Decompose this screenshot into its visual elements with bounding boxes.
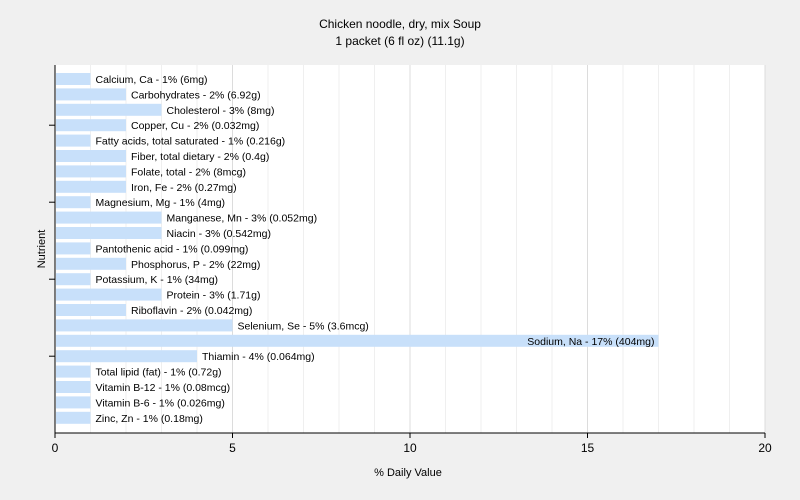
bar [56, 257, 126, 270]
bar [56, 304, 126, 316]
bar-label: Pantothenic acid - 1% (0.099mg) [96, 243, 249, 255]
bar [56, 319, 233, 332]
bar [56, 134, 91, 147]
bar [56, 180, 126, 193]
bar-label: Riboflavin - 2% (0.042mg) [131, 305, 252, 317]
bar-label: Cholesterol - 3% (8mg) [167, 105, 275, 117]
x-tick-label: 0 [52, 441, 59, 455]
bar-label: Phosphorus, P - 2% (22mg) [131, 259, 260, 271]
y-axis-title: Nutrient [36, 230, 48, 269]
bar-label: Carbohydrates - 2% (6.92g) [131, 89, 261, 101]
chart-subtitle: 1 packet (6 fl oz) (11.1g) [335, 34, 464, 48]
bar-label: Potassium, K - 1% (34mg) [96, 274, 219, 286]
bar [56, 165, 126, 178]
bar [56, 396, 91, 409]
x-axis-title: % Daily Value [374, 467, 442, 479]
bar-label: Niacin - 3% (0.542mg) [167, 228, 271, 240]
x-tick-label: 15 [581, 441, 595, 455]
bar [56, 242, 91, 255]
bar-label: Copper, Cu - 2% (0.032mg) [131, 120, 259, 132]
bar [56, 381, 91, 393]
bar-label: Protein - 3% (1.71g) [167, 290, 261, 302]
x-tick-label: 10 [403, 441, 417, 455]
bar-label: Sodium, Na - 17% (404mg) [527, 336, 654, 348]
bar-label: Fiber, total dietary - 2% (0.4g) [131, 151, 269, 163]
gridlines [90, 65, 766, 433]
bar [56, 73, 91, 85]
bar-label: Selenium, Se - 5% (3.6mcg) [238, 320, 369, 332]
bar [56, 288, 162, 301]
bar [56, 273, 91, 286]
bar [56, 119, 126, 132]
bar-label: Folate, total - 2% (8mcg) [131, 166, 246, 178]
bar [56, 365, 91, 378]
x-tick-label: 20 [758, 441, 772, 455]
bar [56, 150, 126, 162]
bar [56, 334, 659, 347]
bar [56, 88, 126, 101]
bar [56, 411, 91, 424]
bar [56, 350, 197, 363]
bar-label: Thiamin - 4% (0.064mg) [202, 351, 315, 363]
bar [56, 196, 91, 209]
chart-title: Chicken noodle, dry, mix Soup [319, 17, 481, 31]
bar-label: Fatty acids, total saturated - 1% (0.216… [96, 136, 286, 148]
bar-label: Manganese, Mn - 3% (0.052mg) [167, 213, 318, 225]
bar-label: Vitamin B-6 - 1% (0.026mg) [96, 397, 225, 409]
bar-label: Total lipid (fat) - 1% (0.72g) [96, 367, 222, 379]
bar-label: Zinc, Zn - 1% (0.18mg) [96, 413, 203, 425]
bar [56, 227, 162, 239]
bar-label: Vitamin B-12 - 1% (0.08mcg) [96, 382, 231, 394]
bars: Calcium, Ca - 1% (6mg) Carbohydrates - 2%… [56, 73, 659, 425]
bar-label: Calcium, Ca - 1% (6mg) [96, 74, 208, 86]
bar [56, 211, 162, 224]
x-ticks: 0 5 10 15 20 [49, 124, 772, 455]
bar-label: Iron, Fe - 2% (0.27mg) [131, 182, 237, 194]
x-tick-label: 5 [229, 441, 236, 455]
bar-label: Magnesium, Mg - 1% (4mg) [96, 197, 226, 209]
bar [56, 103, 162, 116]
